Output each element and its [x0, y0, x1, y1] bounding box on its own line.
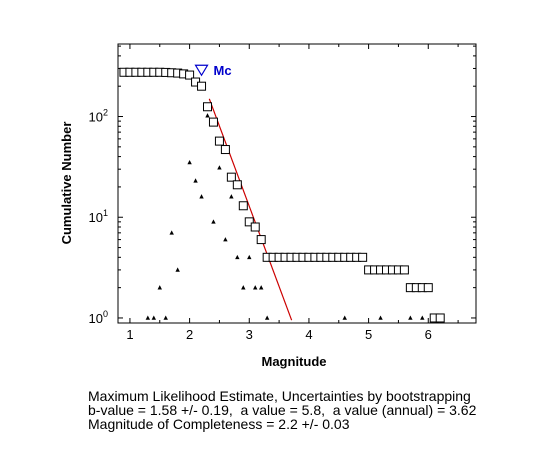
cumulative-point: [399, 265, 409, 275]
non-cumulative-point: [223, 237, 228, 242]
caption-b-value-line: b-value = 1.58 +/- 0.19, a value = 5.8, …: [88, 402, 477, 418]
cumulative-point: [197, 81, 207, 91]
non-cumulative-point: [187, 159, 192, 165]
non-cumulative-point: [253, 285, 258, 290]
plot-layer: 1 2 3 4 5 6 100 101 102 Mc: [89, 44, 476, 342]
cumulative-point: [256, 235, 266, 245]
non-cumulative-point: [247, 254, 252, 260]
cumulative-point: [220, 145, 230, 155]
non-cumulative-point: [193, 178, 198, 183]
cumulative-point: [214, 136, 224, 146]
mc-marker-icon: [194, 64, 209, 77]
x-tick-label: 6: [425, 327, 432, 342]
non-cumulative-point: [157, 285, 162, 290]
cumulative-point: [250, 222, 260, 232]
non-cumulative-point: [342, 315, 347, 320]
cumulative-point: [185, 70, 195, 80]
cumulative-point: [232, 180, 242, 190]
non-cumulative-point: [408, 315, 413, 320]
plot-frame: [117, 43, 477, 324]
y-tick-label: 100: [89, 309, 108, 326]
non-cumulative-point: [229, 194, 234, 199]
non-cumulative-point: [264, 315, 270, 320]
non-cumulative-point: [199, 194, 204, 199]
x-tick-label: 1: [126, 327, 133, 342]
cumulative-point: [203, 102, 212, 112]
cumulative-point: [244, 217, 254, 227]
cumulative-point: [208, 117, 218, 127]
x-tick-label: 2: [186, 327, 193, 342]
cumulative-point: [423, 283, 433, 293]
x-tick-label: 5: [365, 327, 372, 342]
non-cumulative-point: [151, 315, 156, 320]
y-tick-label: 102: [89, 108, 108, 125]
non-cumulative-point: [235, 254, 240, 260]
non-cumulative-point: [163, 315, 168, 320]
cumulative-point: [358, 252, 368, 262]
non-cumulative-point: [259, 285, 264, 290]
cumulative-point: [435, 313, 445, 323]
non-cumulative-point: [205, 113, 210, 118]
non-cumulative-point: [217, 165, 222, 170]
mc-marker-label: Mc: [214, 63, 232, 78]
caption-method-line: Maximum Likelihood Estimate, Uncertainti…: [88, 388, 471, 404]
cumulative-point: [226, 172, 236, 182]
non-cumulative-point: [378, 315, 383, 320]
non-cumulative-point: [241, 285, 246, 290]
cumulative-point: [238, 201, 248, 211]
caption-completeness-line: Magnitude of Completeness = 2.2 +/- 0.03: [88, 416, 350, 432]
x-axis-label: Magnitude: [262, 354, 327, 369]
non-cumulative-point: [175, 267, 180, 272]
non-cumulative-point: [145, 315, 151, 320]
non-cumulative-point: [211, 219, 216, 224]
gutenberg-richter-fit-line: [208, 98, 293, 321]
y-axis-label: Cumulative Number: [59, 122, 74, 245]
non-cumulative-point: [420, 315, 425, 320]
y-tick-label: 101: [89, 208, 108, 225]
statistics-caption: Maximum Likelihood Estimate, Uncertainti…: [88, 389, 476, 431]
x-tick-label: 4: [305, 327, 312, 342]
x-tick-label: 3: [246, 327, 253, 342]
non-cumulative-point: [169, 230, 174, 235]
